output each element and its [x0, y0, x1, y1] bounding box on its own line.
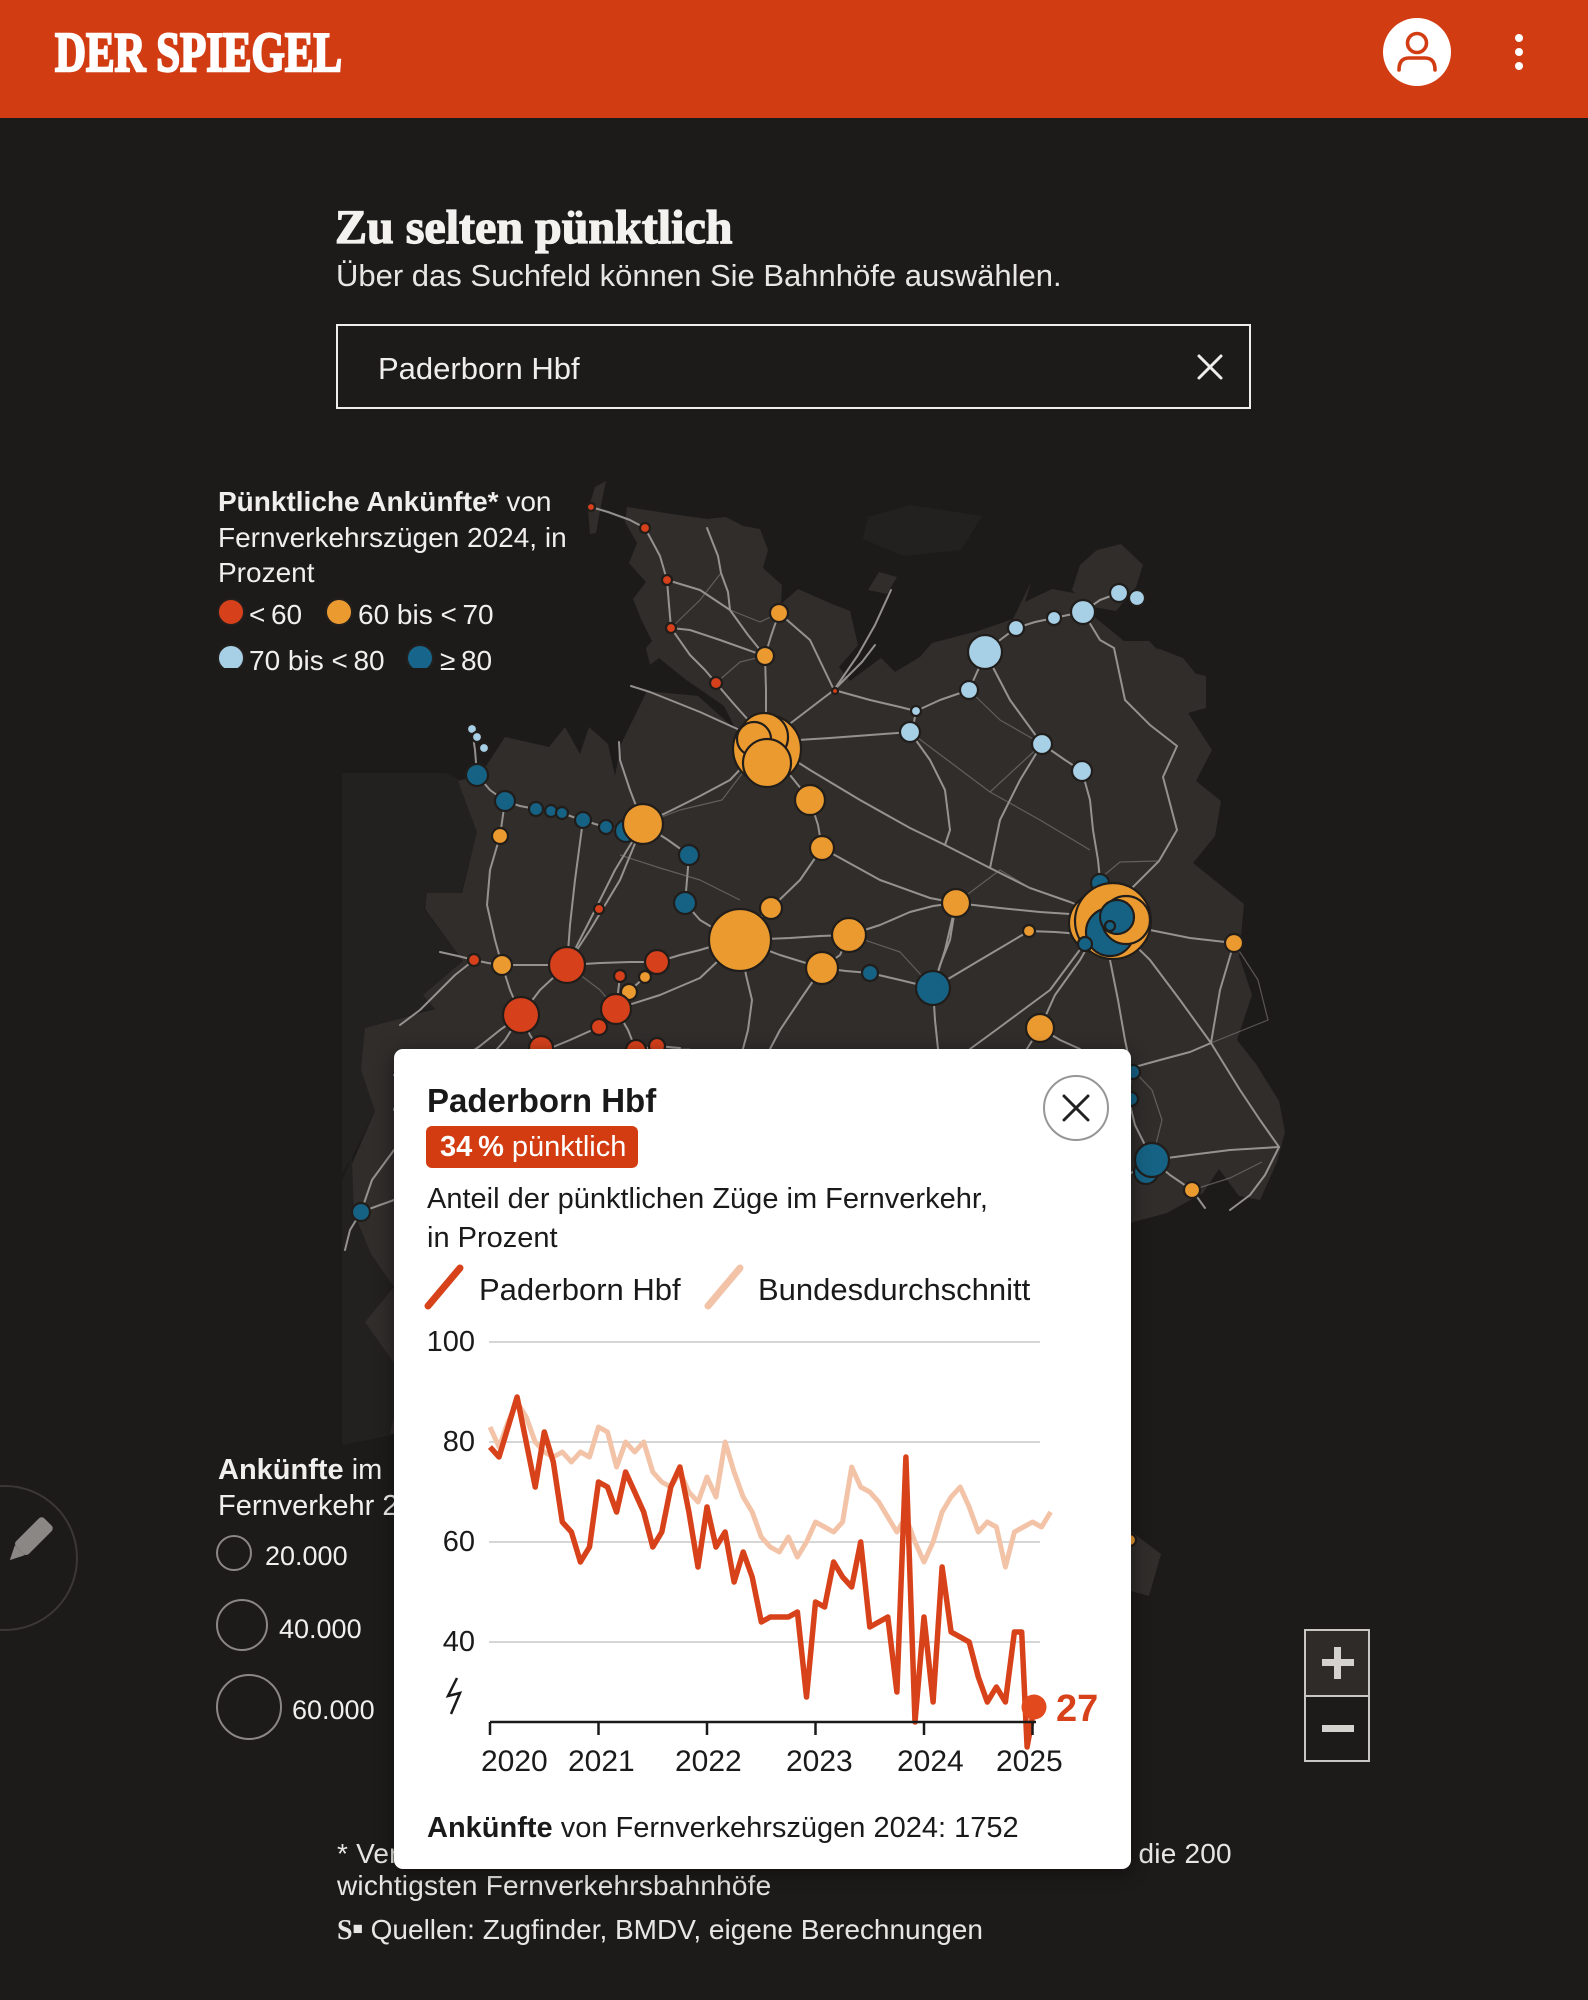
svg-text:DER SPIEGEL: DER SPIEGEL [55, 22, 342, 84]
